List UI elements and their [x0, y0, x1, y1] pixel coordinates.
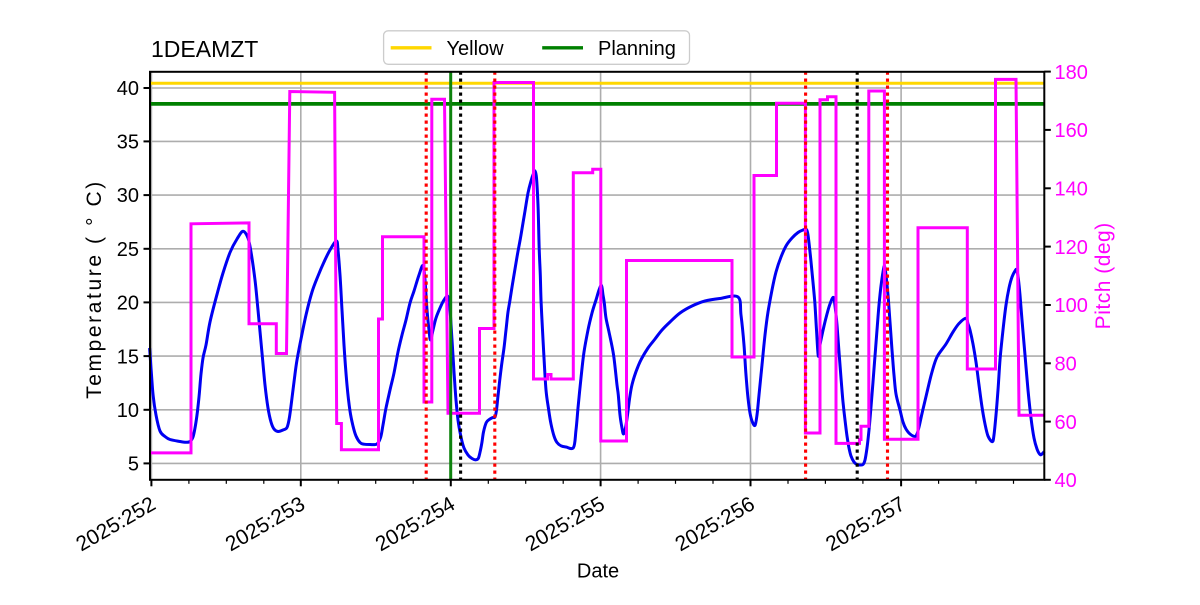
svg-text:40: 40 [1055, 470, 1077, 492]
svg-text:15: 15 [117, 346, 139, 368]
svg-text:Planning: Planning [598, 38, 676, 60]
svg-text:100: 100 [1055, 295, 1088, 317]
svg-text:Pitch (deg): Pitch (deg) [1092, 222, 1115, 329]
svg-text:120: 120 [1055, 237, 1088, 259]
svg-text:Yellow: Yellow [447, 38, 505, 60]
svg-text:140: 140 [1055, 179, 1088, 201]
svg-text:20: 20 [117, 293, 139, 315]
svg-text:1DEAMZT: 1DEAMZT [151, 36, 258, 62]
svg-text:10: 10 [117, 400, 139, 422]
svg-text:Temperature ( ° C): Temperature ( ° C) [83, 179, 106, 399]
svg-text:160: 160 [1055, 120, 1088, 142]
svg-text:30: 30 [117, 185, 139, 207]
svg-text:5: 5 [128, 454, 139, 476]
svg-text:35: 35 [117, 132, 139, 154]
svg-text:80: 80 [1055, 354, 1077, 376]
svg-text:25: 25 [117, 239, 139, 261]
svg-text:60: 60 [1055, 412, 1077, 434]
svg-text:40: 40 [117, 78, 139, 100]
svg-text:180: 180 [1055, 62, 1088, 84]
svg-text:Date: Date [577, 560, 619, 582]
